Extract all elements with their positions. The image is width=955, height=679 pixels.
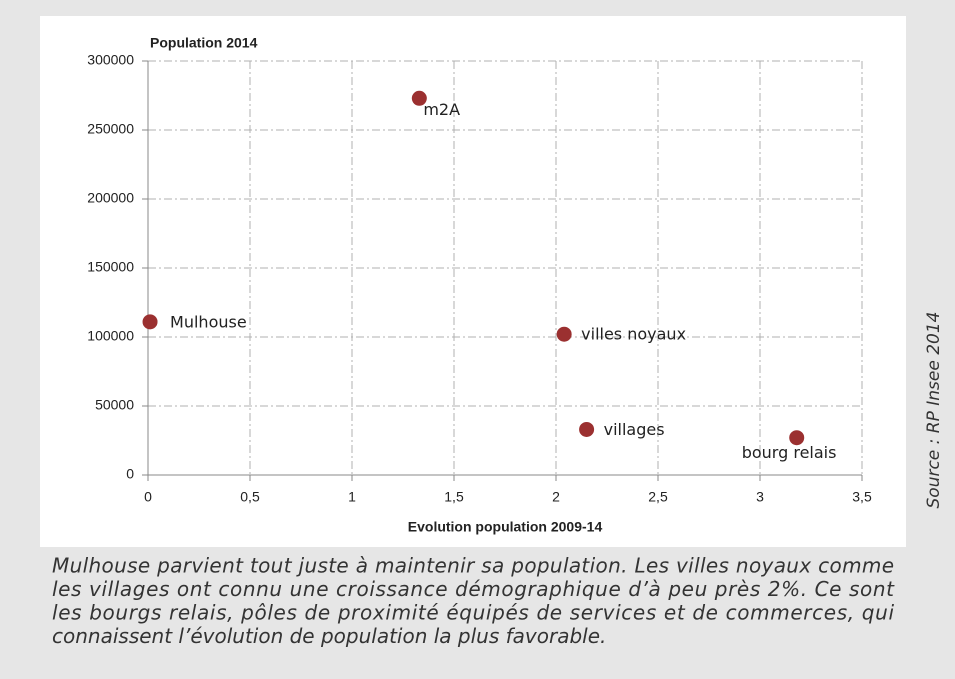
y-tick-label: 150000 bbox=[87, 259, 134, 275]
point bbox=[142, 314, 158, 330]
point bbox=[411, 90, 427, 106]
x-tick-label: 2 bbox=[552, 489, 560, 505]
x-tick-label: 2,5 bbox=[648, 489, 668, 505]
x-tick-label: 3,5 bbox=[852, 489, 872, 505]
y-tick-label: 0 bbox=[126, 466, 134, 482]
x-tick-label: 0,5 bbox=[240, 489, 260, 505]
point bbox=[579, 421, 595, 437]
x-tick-label: 1 bbox=[348, 489, 356, 505]
point-label: villages bbox=[604, 420, 665, 439]
y-tick-label: 200000 bbox=[87, 190, 134, 206]
x-tick-label: 3 bbox=[756, 489, 764, 505]
caption-line: les bourgs relais, pôles de proximité éq… bbox=[52, 601, 894, 625]
point-label: villes noyaux bbox=[581, 325, 686, 344]
point-label: Mulhouse bbox=[170, 312, 247, 331]
y-axis-title: Population 2014 bbox=[150, 35, 258, 51]
point bbox=[556, 326, 572, 342]
chart-panel bbox=[40, 16, 906, 547]
caption-line: les villages ont connu une croissance dé… bbox=[52, 577, 895, 601]
y-tick-label: 50000 bbox=[95, 397, 134, 413]
point bbox=[789, 430, 805, 446]
caption-line: Mulhouse parvient tout juste à maintenir… bbox=[52, 554, 894, 578]
y-tick-label: 250000 bbox=[87, 121, 134, 137]
y-tick-label: 300000 bbox=[87, 52, 134, 68]
y-tick-label: 100000 bbox=[87, 328, 134, 344]
point-label: m2A bbox=[423, 100, 460, 119]
source: Source : RP Insee 2014 bbox=[924, 312, 944, 509]
caption-line: connaissent l’évolution de population la… bbox=[52, 624, 606, 648]
x-tick-label: 1,5 bbox=[444, 489, 464, 505]
x-axis-title: Evolution population 2009-14 bbox=[408, 519, 603, 535]
point-label: bourg relais bbox=[742, 443, 837, 462]
x-tick-label: 0 bbox=[144, 489, 152, 505]
